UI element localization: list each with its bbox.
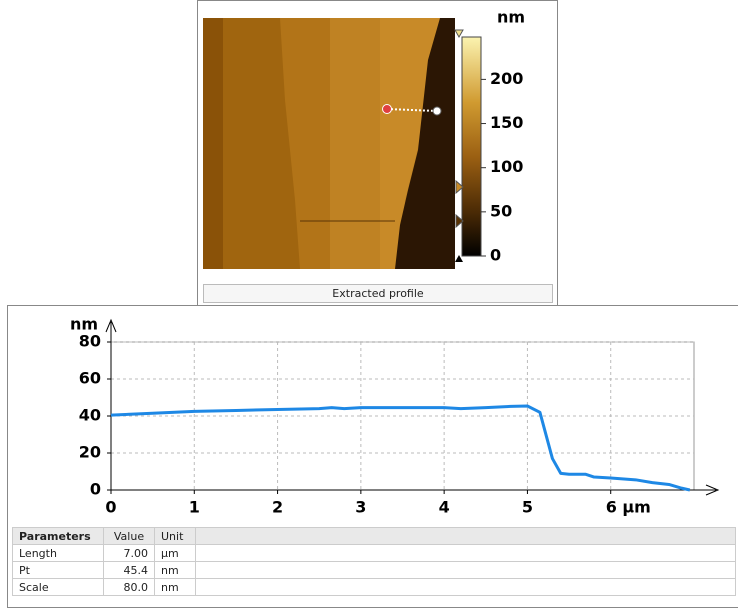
cell: Scale [13, 579, 104, 596]
y-tick-label: 60 [79, 369, 101, 388]
y-tick-label: 80 [79, 332, 101, 351]
cell: µm [155, 545, 196, 562]
cell [196, 562, 736, 579]
cell [196, 545, 736, 562]
cell: 80.0 [104, 579, 155, 596]
color-tick-label: 0 [490, 246, 501, 265]
x-tick-label: 4 [439, 498, 450, 517]
extract-button[interactable]: Extracted profile [203, 284, 553, 303]
header-cell: Value [104, 528, 155, 545]
x-tick-label: 1 [189, 498, 200, 517]
cell: nm [155, 562, 196, 579]
canvas: nm nm 0 50 100 150 200 0 20 40 60 80 0 1 2 3 4 5 6 µm [0, 0, 738, 610]
y-tick-label: 0 [90, 480, 101, 499]
cell: 7.00 [104, 545, 155, 562]
cell: nm [155, 579, 196, 596]
y-tick-label: 40 [79, 406, 101, 425]
color-tick-label: 100 [490, 157, 523, 176]
color-bar [462, 37, 481, 256]
header-cell [196, 528, 736, 545]
header-cell: Unit [155, 528, 196, 545]
color-tick-label: 50 [490, 201, 512, 220]
header-cell: Parameters [13, 528, 104, 545]
page: {"image_panel": {"color_scale": {"unit":… [0, 0, 738, 610]
color-tick-label: 200 [490, 69, 523, 88]
cell: Pt [13, 562, 104, 579]
table-header: Parameters Value Unit [13, 528, 736, 545]
cell [196, 579, 736, 596]
afm-image [203, 18, 455, 269]
y-tick-label: 20 [79, 443, 101, 462]
x-tick-label: 5 [522, 498, 533, 517]
x-tick-label: 0 [105, 498, 116, 517]
color-scale-unit: nm [497, 8, 525, 27]
x-tick-label: 2 [272, 498, 283, 517]
x-tick-label: 3 [355, 498, 366, 517]
x-tick-label: 6 µm [606, 498, 651, 517]
cell: 45.4 [104, 562, 155, 579]
color-tick-label: 150 [490, 113, 523, 132]
cell: Length [13, 545, 104, 562]
